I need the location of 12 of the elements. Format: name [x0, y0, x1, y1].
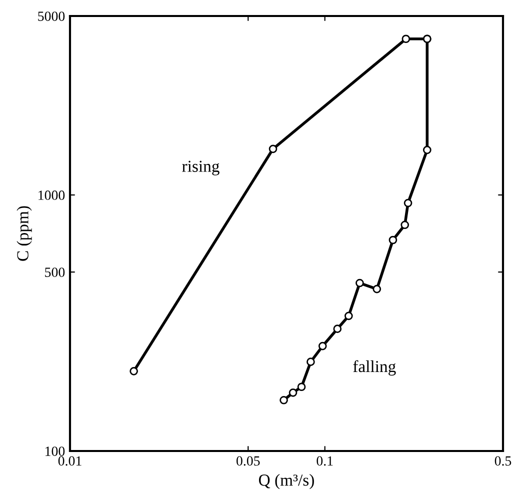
- x-tick-label: 0.05: [236, 456, 260, 466]
- y-tick-label: 5000: [38, 12, 65, 21]
- y-axis-title: C (ppm): [16, 206, 32, 261]
- x-tick-label: 0.5: [494, 456, 512, 466]
- y-tick-label: 500: [45, 268, 65, 277]
- x-axis-title: Q (m³/s): [258, 474, 314, 490]
- y-tick-label: 1000: [38, 190, 65, 200]
- annotation: rising: [182, 160, 220, 176]
- x-tick-label: 0.1: [316, 456, 333, 466]
- y-tick-label: 100: [46, 446, 65, 456]
- annotation: falling: [353, 360, 396, 376]
- x-tick-label: 0.01: [58, 456, 82, 466]
